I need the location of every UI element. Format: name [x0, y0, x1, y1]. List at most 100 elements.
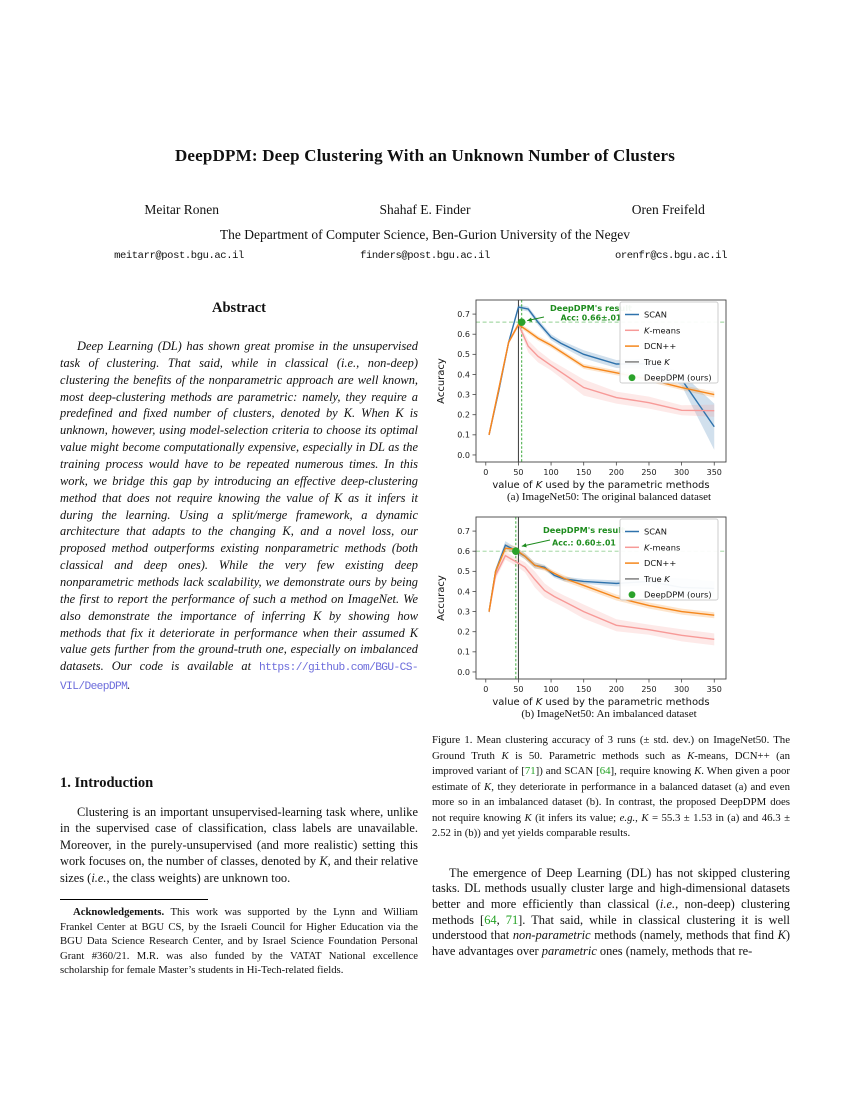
- legend-label: True K: [643, 357, 670, 367]
- series-line-K-means: [488, 554, 715, 641]
- y-tick-label: 0.4: [457, 370, 470, 379]
- figure-1b-subcaption: (b) ImageNet50: An imbalanced dataset: [521, 708, 697, 720]
- paper-header: DeepDPM: Deep Clustering With an Unknown…: [0, 0, 850, 262]
- y-tick-label: 0.3: [457, 607, 470, 616]
- legend-label: DCN++: [644, 341, 676, 351]
- author-email-2: finders@post.bgu.ac.il: [360, 250, 490, 262]
- x-axis-label: value of K used by the parametric method…: [492, 480, 709, 490]
- annotation-arrow: [521, 543, 527, 548]
- abstract-text: Deep Learning (DL) has shown great promi…: [60, 338, 419, 695]
- y-tick-label: 0.5: [457, 567, 470, 576]
- right-column: 0 50 100 150 200 250 300 350 0.0 0.1 0.2 0.3 0.4 0.5 0…: [432, 292, 790, 977]
- author-name-3: Oren Freifeld: [631, 202, 705, 217]
- figure-1-caption: Figure 1. Mean clustering accuracy of 3 …: [432, 733, 790, 842]
- x-tick-label: 50: [513, 468, 523, 477]
- y-tick-label: 0.7: [457, 310, 470, 319]
- two-column-body: Abstract Deep Learning (DL) has shown gr…: [60, 292, 790, 977]
- legend-label: DCN++: [644, 558, 676, 568]
- citation-link[interactable]: 71: [524, 765, 536, 778]
- legend-label: DeepDPM (ours): [644, 590, 712, 600]
- author-name-2: Shahaf E. Finder: [379, 202, 471, 217]
- citation-link[interactable]: 64: [484, 912, 497, 927]
- text-segment: Deep Learning (DL) has shown great promi…: [60, 339, 418, 674]
- github-link[interactable]: https://github.com/BGU-CS-VIL/DeepDPM: [60, 662, 419, 693]
- x-tick-label: 100: [543, 468, 558, 477]
- text-segment: Figure 1. Mean clustering accuracy of 3 …: [432, 734, 790, 762]
- paper-title: DeepDPM: Deep Clustering With an Unknown…: [174, 146, 676, 165]
- x-tick-label: 250: [641, 685, 656, 694]
- text-segment: is 50. Parametric methods such as: [508, 749, 688, 762]
- series-line-DCN++: [488, 547, 715, 616]
- text-segment: i.e.: [91, 870, 107, 885]
- legend-box: [619, 301, 719, 384]
- x-axis-label: value of K used by the parametric method…: [492, 697, 709, 707]
- text-segment: This work was supported by the Lynn and …: [60, 906, 418, 977]
- x-tick-label: 350: [707, 685, 722, 694]
- text-segment: (it infers its value;: [531, 811, 620, 824]
- y-tick-label: 0.1: [457, 648, 470, 657]
- x-tick-label: 0: [483, 468, 488, 477]
- x-tick-label: 150: [576, 468, 591, 477]
- citation-link[interactable]: 64: [599, 765, 611, 778]
- accuracy-vs-k-chart-imbalanced: 0 50 100 150 200 250 300 350 0.0 0.1 0.2 0.3 0.4 0.5 0…: [436, 516, 727, 707]
- y-axis-label: Accuracy: [436, 358, 447, 404]
- text-segment: ]. That said, while in classical cluster…: [432, 912, 790, 943]
- deepdpm-result-dot: [512, 547, 520, 556]
- left-column: Abstract Deep Learning (DL) has shown gr…: [60, 292, 419, 977]
- text-segment: Acknowledgements.: [73, 906, 165, 919]
- text-segment: The emergence of Deep Learning (DL) has …: [432, 865, 790, 912]
- x-tick-label: 350: [707, 468, 722, 477]
- legend-label: DeepDPM (ours): [644, 373, 712, 383]
- legend-label: True K: [643, 574, 670, 584]
- text-segment: ], require knowing: [610, 765, 695, 778]
- y-tick-label: 0.7: [457, 527, 470, 536]
- text-segment: , the class weights) are unknown too.: [106, 870, 291, 885]
- section-heading-introduction: 1. Introduction: [60, 774, 154, 791]
- legend-label: SCAN: [644, 310, 667, 320]
- figure-1a-subcaption: (a) ImageNet50: The original balanced da…: [506, 491, 712, 503]
- accuracy-vs-k-chart-balanced: 0 50 100 150 200 250 300 350 0.0 0.1 0.2 0.3 0.4 0.5 0…: [436, 299, 727, 490]
- text-segment: ,: [635, 811, 642, 824]
- author-email-3: orenfr@cs.bgu.ac.il: [614, 250, 728, 262]
- legend-marker: [628, 374, 636, 382]
- citation-link[interactable]: 71: [505, 912, 519, 927]
- annotation-arrow: [527, 317, 533, 322]
- y-tick-label: 0.2: [457, 411, 470, 420]
- text-segment: i.e.: [659, 897, 676, 912]
- annotation-accuracy: Acc: 0.66±.01: [561, 314, 622, 323]
- text-segment: , and their relative sizes (: [60, 854, 419, 885]
- text-segment: , they deteriorate in performance in a b…: [432, 780, 790, 824]
- author-name-1: Meitar Ronen: [144, 202, 219, 217]
- y-tick-label: 0.2: [457, 628, 470, 637]
- text-segment: K: [694, 765, 702, 778]
- y-tick-label: 0.5: [457, 350, 470, 359]
- x-tick-label: 300: [674, 468, 689, 477]
- y-tick-label: 0.6: [457, 330, 470, 339]
- text-segment: K: [687, 749, 695, 762]
- text-segment: = 55.3 ± 1.53 in (a) and 46.3 ± 2.52 in …: [432, 811, 790, 840]
- text-segment: Clustering is an important unsupervised-…: [60, 804, 418, 869]
- x-tick-label: 0: [483, 685, 488, 694]
- error-band: [489, 321, 715, 436]
- x-tick-label: 100: [543, 685, 558, 694]
- annotation-title: DeepDPM's result: [543, 525, 625, 535]
- abstract-heading: Abstract: [212, 300, 266, 316]
- acknowledgements-footnote: Acknowledgements. This work was supporte…: [60, 905, 418, 977]
- text-segment: ]) and SCAN [: [535, 765, 600, 778]
- plot-frame: [475, 299, 727, 463]
- x-tick-label: 250: [641, 468, 656, 477]
- y-tick-label: 0.6: [457, 547, 470, 556]
- author-email-1: meitarr@post.bgu.ac.il: [114, 250, 244, 262]
- x-tick-label: 200: [609, 685, 624, 694]
- y-tick-label: 0.1: [457, 431, 470, 440]
- text-segment: . When given a poor estimate of: [432, 765, 790, 793]
- y-tick-label: 0.3: [457, 390, 470, 399]
- author-affiliation: The Department of Computer Science, Ben-…: [219, 227, 631, 242]
- text-segment: K: [524, 811, 532, 824]
- plot-frame: [475, 516, 727, 680]
- text-segment: parametric: [541, 943, 597, 958]
- text-segment: .: [127, 677, 131, 692]
- text-segment: K: [641, 811, 649, 824]
- deepdpm-result-dot: [517, 318, 526, 326]
